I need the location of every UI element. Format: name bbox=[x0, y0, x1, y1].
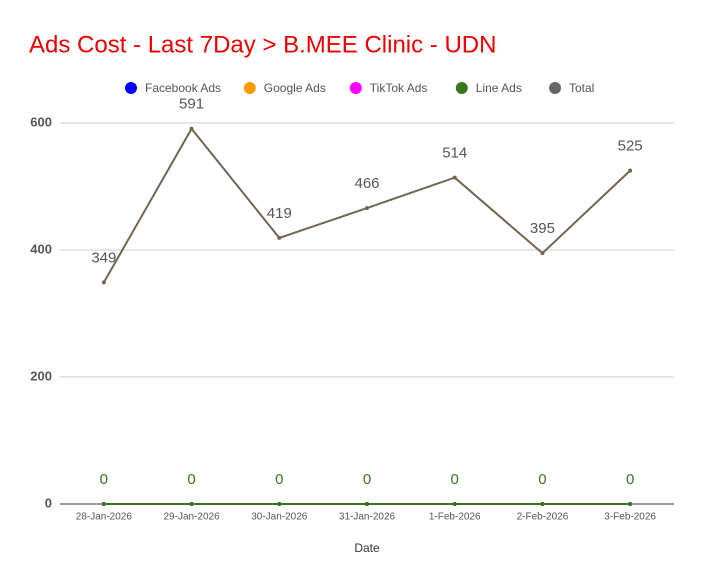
data-point bbox=[101, 502, 106, 506]
y-tick-label: 600 bbox=[30, 114, 52, 129]
legend-label: Google Ads bbox=[264, 81, 326, 95]
x-tick-label: 3-Feb-2026 bbox=[604, 512, 656, 523]
data-point bbox=[365, 206, 369, 211]
legend-label: TikTok Ads bbox=[370, 81, 428, 95]
data-label: 514 bbox=[442, 145, 467, 162]
x-tick-label: 30-Jan-2026 bbox=[251, 512, 308, 523]
y-tick-label: 200 bbox=[30, 368, 52, 383]
data-point bbox=[628, 168, 633, 173]
data-point bbox=[452, 502, 457, 506]
data-label: 349 bbox=[91, 249, 116, 266]
data-label: 591 bbox=[179, 96, 204, 113]
x-tick-label: 29-Jan-2026 bbox=[163, 512, 220, 523]
data-point bbox=[365, 502, 369, 506]
data-point bbox=[452, 175, 457, 180]
data-label: 0 bbox=[451, 471, 459, 488]
data-label: 525 bbox=[618, 138, 643, 155]
x-tick-label: 1-Feb-2026 bbox=[429, 512, 481, 523]
data-point bbox=[540, 502, 545, 506]
data-label: 0 bbox=[275, 471, 283, 488]
data-point bbox=[540, 251, 545, 256]
data-label: 0 bbox=[187, 471, 195, 488]
legend-marker bbox=[125, 82, 137, 94]
data-point bbox=[189, 502, 194, 506]
data-label: 0 bbox=[538, 471, 546, 488]
data-point bbox=[628, 502, 633, 506]
x-tick-label: 31-Jan-2026 bbox=[339, 512, 396, 523]
x-tick-label: 2-Feb-2026 bbox=[517, 512, 569, 523]
data-label: 395 bbox=[530, 220, 555, 237]
data-point bbox=[189, 126, 194, 131]
legend-marker bbox=[455, 82, 468, 94]
y-tick-label: 0 bbox=[45, 495, 52, 510]
y-tick-label: 400 bbox=[30, 241, 52, 256]
legend-marker bbox=[549, 82, 561, 94]
legend-marker bbox=[349, 82, 362, 94]
data-label: 0 bbox=[363, 471, 371, 488]
data-label: 0 bbox=[626, 471, 634, 488]
legend-marker bbox=[243, 82, 256, 94]
legend-label: Total bbox=[569, 81, 594, 95]
data-label: 466 bbox=[354, 175, 379, 192]
x-axis-label: Date bbox=[354, 541, 380, 555]
data-label: 0 bbox=[100, 471, 108, 488]
legend-label: Line Ads bbox=[476, 81, 522, 95]
data-label: 419 bbox=[267, 205, 292, 222]
legend-label: Facebook Ads bbox=[145, 81, 221, 95]
chart-title: Ads Cost - Last 7Day > B.MEE Clinic - UD… bbox=[29, 31, 496, 58]
data-point bbox=[277, 235, 282, 240]
data-point bbox=[277, 502, 282, 506]
data-point bbox=[101, 280, 106, 285]
x-tick-label: 28-Jan-2026 bbox=[76, 512, 133, 523]
